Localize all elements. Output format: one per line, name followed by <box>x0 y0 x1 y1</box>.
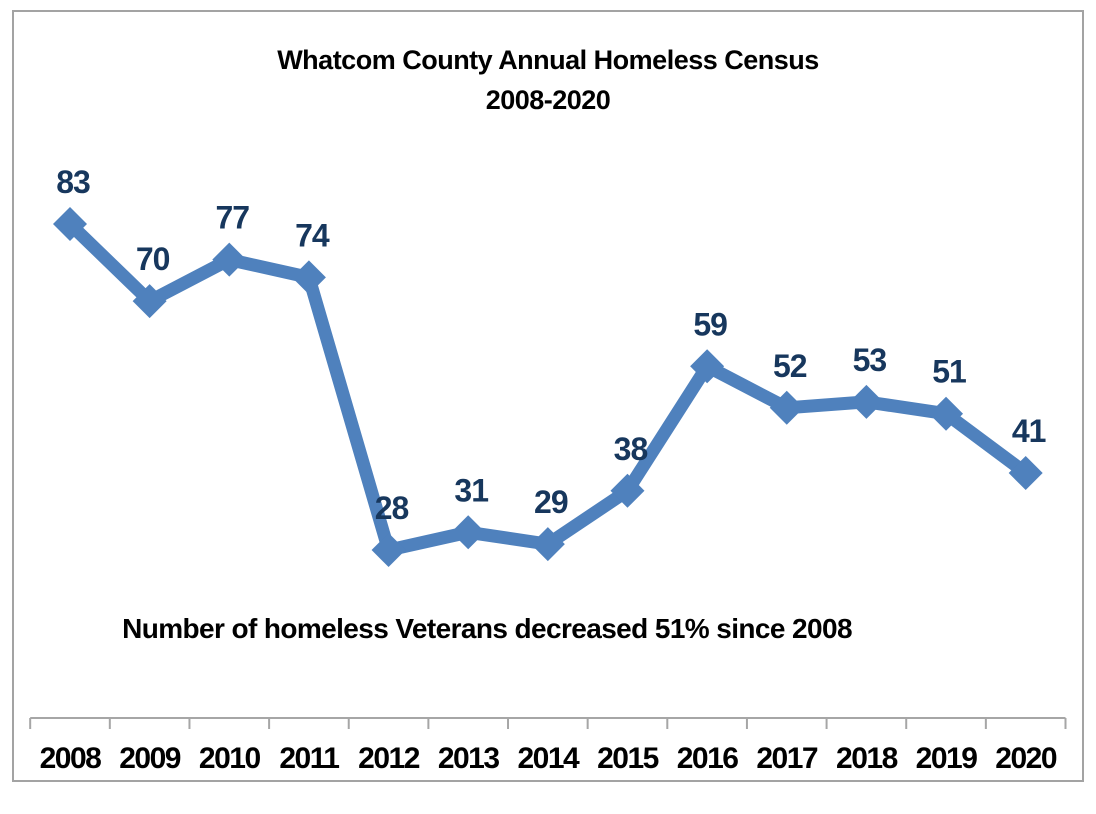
data-label-2013: 31 <box>454 472 488 508</box>
data-point-marker-2016 <box>690 349 725 384</box>
data-point-marker-2015 <box>610 473 645 508</box>
data-label-2011: 74 <box>295 217 330 253</box>
data-point-marker-2010 <box>212 242 247 277</box>
data-point-marker-2020 <box>1008 455 1043 490</box>
data-point-marker-2011 <box>291 260 326 295</box>
data-point-marker-2009 <box>132 284 167 319</box>
data-label-2015: 38 <box>614 431 648 467</box>
data-label-2016: 59 <box>693 306 727 342</box>
data-point-marker-2017 <box>769 390 804 425</box>
data-label-2017: 52 <box>773 348 807 384</box>
x-tick-label-2013: 2013 <box>438 742 500 775</box>
data-label-2008: 83 <box>56 164 90 200</box>
data-label-2019: 51 <box>932 354 966 390</box>
data-label-2012: 28 <box>375 490 409 526</box>
data-label-2020: 41 <box>1012 413 1046 449</box>
data-label-2009: 70 <box>136 241 170 277</box>
x-tick-label-2010: 2010 <box>199 742 261 775</box>
data-point-marker-2019 <box>929 396 964 431</box>
x-tick-label-2017: 2017 <box>756 742 818 775</box>
data-point-marker-2018 <box>849 384 884 419</box>
x-tick-label-2015: 2015 <box>597 742 659 775</box>
data-point-marker-2012 <box>371 533 406 568</box>
x-tick-label-2019: 2019 <box>916 742 978 775</box>
chart-annotation: Number of homeless Veterans decreased 51… <box>122 613 852 644</box>
x-tick-label-2011: 2011 <box>279 742 339 775</box>
data-point-marker-2008 <box>53 207 87 242</box>
data-label-2010: 77 <box>215 200 249 236</box>
x-tick-label-2012: 2012 <box>358 742 420 775</box>
data-label-2014: 29 <box>534 484 568 520</box>
x-tick-label-2018: 2018 <box>836 742 898 775</box>
x-tick-label-2016: 2016 <box>677 742 739 775</box>
x-tick-label-2008: 2008 <box>40 742 102 775</box>
chart-frame: Whatcom County Annual Homeless Census 20… <box>12 10 1084 782</box>
data-label-2018: 53 <box>853 342 887 378</box>
data-point-marker-2013 <box>451 515 486 550</box>
data-point-marker-2014 <box>530 527 565 562</box>
x-tick-label-2020: 2020 <box>995 742 1057 775</box>
x-tick-label-2014: 2014 <box>517 742 580 775</box>
x-tick-label-2009: 2009 <box>119 742 181 775</box>
